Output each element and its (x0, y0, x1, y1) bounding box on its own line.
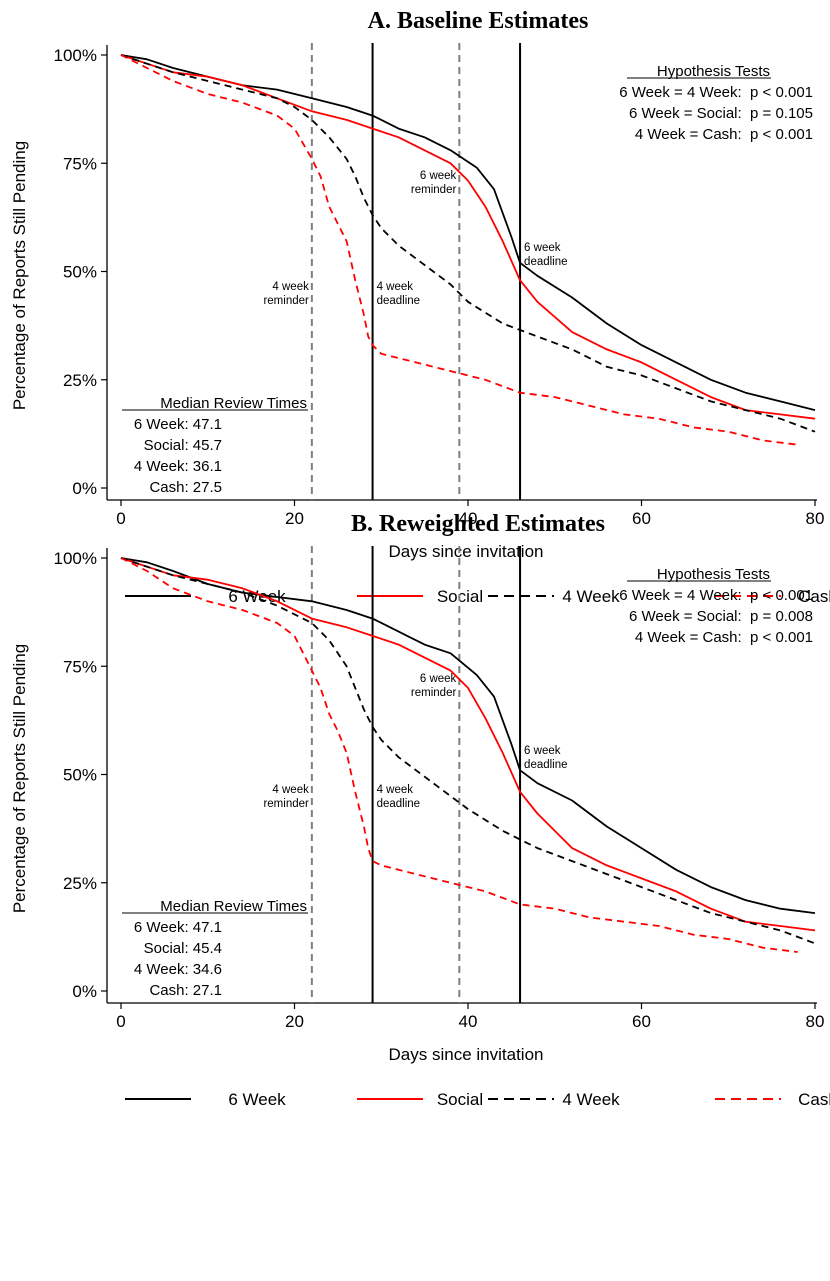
hypothesis-test-row: 6 Week = 4 Week: p < 0.001 (619, 84, 813, 101)
event-label: reminder (263, 295, 309, 307)
y-tick-label: 100% (54, 46, 97, 65)
x-tick-label: 40 (459, 1012, 478, 1031)
event-label: 4 week (272, 281, 309, 293)
median-time-row: 6 Week: 47.1 (134, 416, 222, 433)
legend-label: 4 Week (562, 1090, 620, 1109)
event-label: 6 week (420, 673, 457, 685)
x-tick-label: 20 (285, 1012, 304, 1031)
y-tick-label: 25% (63, 371, 97, 390)
series-line-cash (120, 54, 798, 446)
legend: 6 Week Social 4 Week Cash (125, 1090, 830, 1109)
series-line-social (120, 557, 816, 932)
median-times-header: Median Review Times (160, 395, 307, 412)
x-tick-label: 80 (806, 509, 825, 528)
x-tick-label: 0 (116, 1012, 125, 1031)
event-label: reminder (411, 687, 457, 699)
hypothesis-test-row: 6 Week = 4 Week: p < 0.001 (619, 587, 813, 604)
y-tick-label: 50% (63, 766, 97, 785)
hypothesis-test-row: 6 Week = Social: p = 0.105 (629, 105, 813, 122)
median-time-row: 4 Week: 36.1 (134, 458, 222, 475)
x-tick-label: 0 (116, 509, 125, 528)
event-label: 6 week (524, 745, 561, 757)
median-times-header: Median Review Times (160, 898, 307, 915)
x-axis-label: Days since invitation (389, 542, 544, 561)
event-label: 4 week (377, 281, 414, 293)
event-label: reminder (411, 184, 457, 196)
event-label: 6 week (420, 170, 457, 182)
y-tick-label: 0% (72, 479, 97, 498)
hypothesis-tests-header: Hypothesis Tests (657, 566, 770, 583)
chart-panel-b: B. Reweighted Estimates 0% 25% 50% 75% 100% 0 2… (10, 511, 830, 1109)
x-tick-label: 80 (806, 1012, 825, 1031)
median-time-row: Cash: 27.5 (149, 479, 222, 496)
series-line-4-week (120, 54, 816, 433)
chart-title: A. Baseline Estimates (368, 8, 589, 34)
median-time-row: 6 Week: 47.1 (134, 919, 222, 936)
legend-label: Cash (798, 587, 830, 606)
event-label: 6 week (524, 242, 561, 254)
y-tick-label: 75% (63, 154, 97, 173)
x-tick-label: 60 (632, 1012, 651, 1031)
y-tick-label: 0% (72, 982, 97, 1001)
median-time-row: Cash: 27.1 (149, 982, 222, 999)
median-time-row: 4 Week: 34.6 (134, 961, 222, 978)
hypothesis-test-row: 4 Week = Cash: p < 0.001 (635, 126, 813, 143)
event-label: deadline (377, 798, 420, 810)
x-tick-label: 20 (285, 509, 304, 528)
x-tick-label: 60 (632, 509, 651, 528)
x-axis-label: Days since invitation (389, 1045, 544, 1064)
x-tick-label: 40 (459, 509, 478, 528)
y-tick-label: 100% (54, 549, 97, 568)
legend-label: 6 Week (228, 1090, 286, 1109)
event-label: deadline (524, 759, 567, 771)
hypothesis-tests-header: Hypothesis Tests (657, 63, 770, 80)
event-label: reminder (263, 798, 309, 810)
y-tick-label: 75% (63, 657, 97, 676)
y-axis-label: Percentage of Reports Still Pending (10, 141, 29, 410)
chart-title: B. Reweighted Estimates (351, 511, 605, 537)
y-tick-label: 25% (63, 874, 97, 893)
event-label: deadline (524, 256, 567, 268)
event-label: 4 week (377, 784, 414, 796)
event-label: deadline (377, 295, 420, 307)
median-time-row: Social: 45.4 (144, 940, 222, 957)
legend-label: Social (437, 1090, 483, 1109)
legend-label: 4 Week (562, 587, 620, 606)
hypothesis-test-row: 4 Week = Cash: p < 0.001 (635, 629, 813, 646)
y-tick-label: 50% (63, 263, 97, 282)
median-time-row: Social: 45.7 (144, 437, 222, 454)
event-label: 4 week (272, 784, 309, 796)
series-line-4-week (120, 557, 816, 945)
series-line-cash (120, 557, 798, 953)
series-line-social (120, 54, 816, 420)
hypothesis-test-row: 6 Week = Social: p = 0.008 (629, 608, 813, 625)
legend-label: Cash (798, 1090, 830, 1109)
y-axis-label: Percentage of Reports Still Pending (10, 644, 29, 913)
